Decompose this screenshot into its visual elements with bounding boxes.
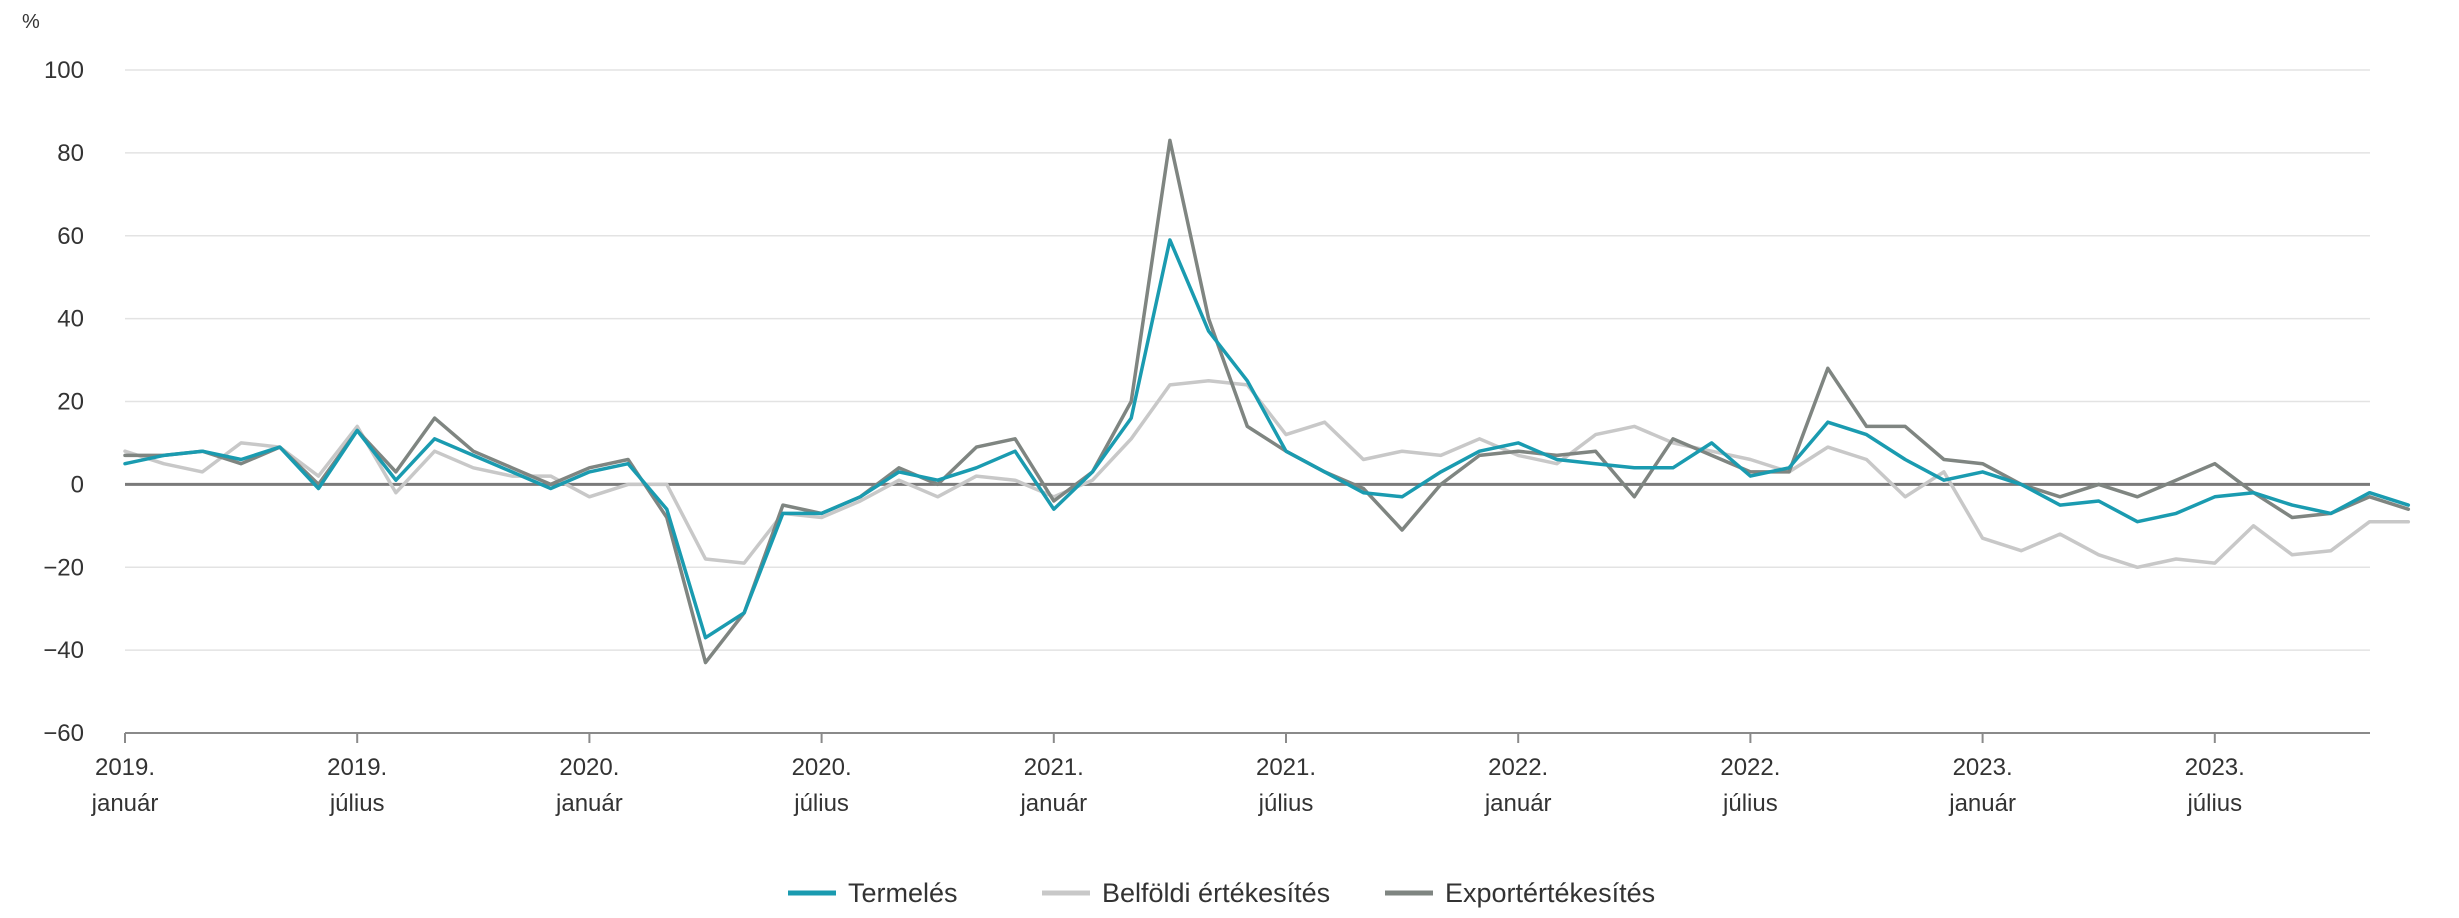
y-axis-tick-labels: 100 80 60 40 20 0 −20 −40 −60	[43, 57, 84, 747]
y-axis-unit-label: %	[22, 11, 40, 33]
data-series	[123, 138, 2411, 665]
x-tick-label-year: 2019.	[95, 754, 155, 781]
y-tick-label: 0	[71, 471, 84, 498]
series-line	[123, 238, 2411, 640]
x-tick-label-month: július	[793, 790, 849, 817]
legend-label: Belföldi értékesítés	[1102, 878, 1330, 908]
x-tick-label-year: 2021.	[1024, 754, 1084, 781]
y-tick-label: −60	[43, 720, 84, 747]
grid-lines	[125, 69, 2370, 734]
x-tick-label-month: január	[1484, 790, 1552, 817]
x-tick-label-month: július	[1722, 790, 1778, 817]
x-tick-label-month: július	[329, 790, 385, 817]
x-tick-label-year: 2022.	[1488, 754, 1548, 781]
x-tick-label-year: 2022.	[1720, 754, 1780, 781]
x-tick-label-year: 2020.	[559, 754, 619, 781]
x-tick-label-year: 2023.	[1953, 754, 2013, 781]
x-tick-label-year: 2023.	[2185, 754, 2245, 781]
y-tick-label: 60	[57, 223, 84, 250]
series-line	[123, 379, 2411, 570]
y-tick-label: −40	[43, 637, 84, 664]
legend-label: Exportértékesítés	[1445, 878, 1655, 908]
x-tick-label-month: január	[1019, 790, 1087, 817]
x-tick-label-year: 2020.	[792, 754, 852, 781]
x-tick-label-month: július	[1258, 790, 1314, 817]
x-tick-label-month: január	[1948, 790, 2016, 817]
legend: Termelés Belföldi értékesítés Exportértéke…	[788, 878, 1655, 908]
x-tick-label-month: július	[2186, 790, 2242, 817]
x-tick-label-month: január	[555, 790, 623, 817]
y-tick-label: 100	[44, 57, 84, 84]
x-tick-label-year: 2021.	[1256, 754, 1316, 781]
y-tick-label: 20	[57, 389, 84, 416]
x-tick-label-year: 2019.	[327, 754, 387, 781]
y-tick-label: 80	[57, 140, 84, 167]
legend-label: Termelés	[848, 878, 958, 908]
y-tick-label: −20	[43, 554, 84, 581]
x-tick-label-month: január	[91, 790, 159, 817]
y-tick-label: 40	[57, 306, 84, 333]
x-axis: 2019. január 2019. július 2020. január 2020. jú…	[91, 732, 2370, 817]
